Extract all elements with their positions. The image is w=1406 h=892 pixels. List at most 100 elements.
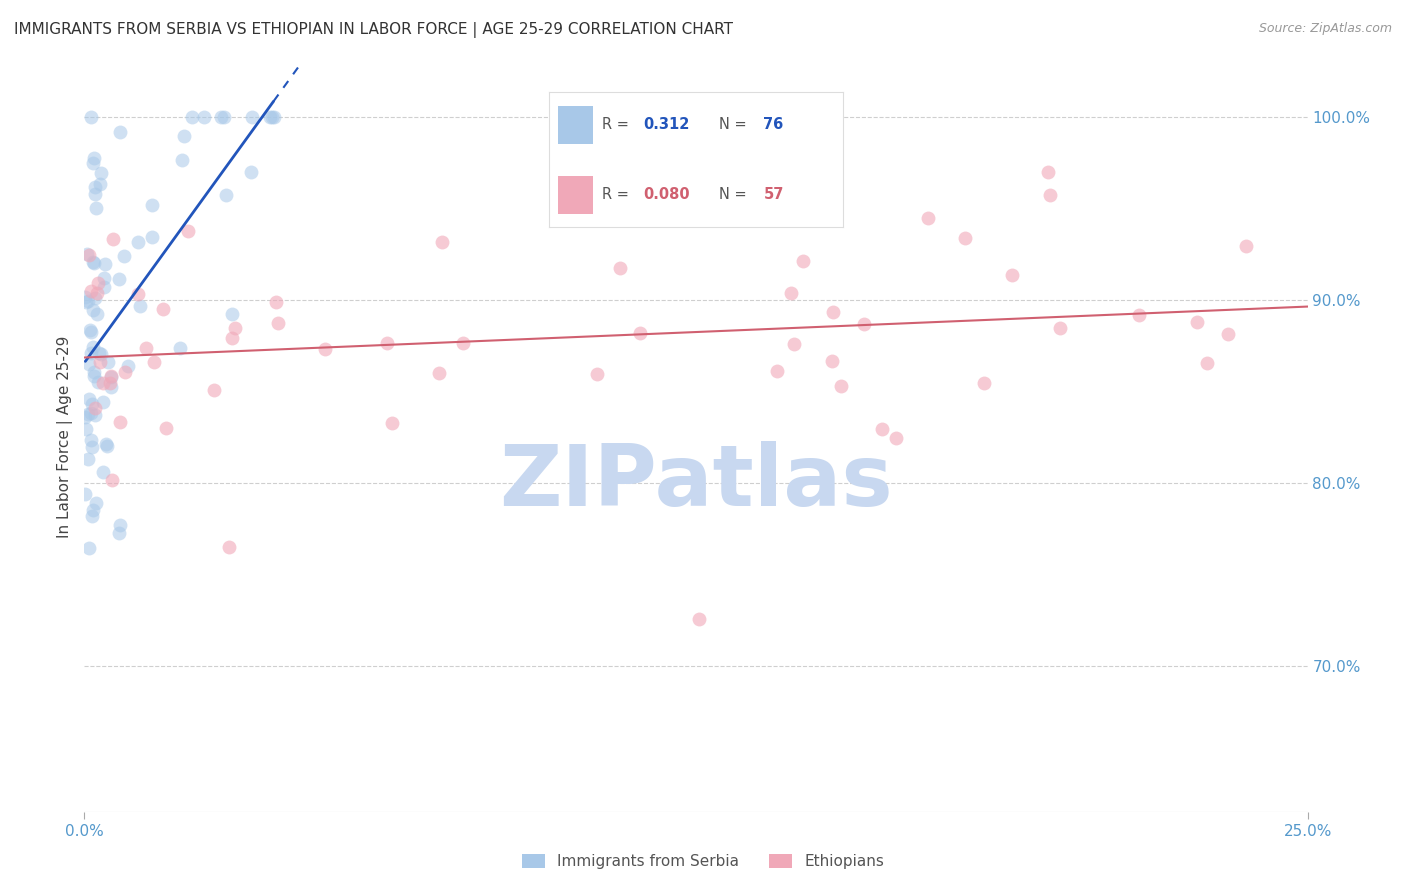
Point	[89, 177, 111, 191]
Point	[381, 416, 404, 430]
Point	[451, 335, 474, 350]
Point	[1001, 268, 1024, 283]
Point	[783, 336, 806, 351]
Point	[83, 151, 105, 165]
Point	[83, 180, 105, 194]
Point	[218, 540, 240, 554]
Point	[84, 201, 107, 215]
Point	[77, 541, 100, 555]
Point	[155, 421, 177, 435]
Point	[76, 247, 98, 261]
Point	[127, 286, 149, 301]
Point	[169, 341, 191, 355]
Point	[89, 346, 111, 360]
Point	[87, 375, 110, 389]
Point	[75, 410, 97, 425]
Point	[83, 365, 105, 379]
Point	[830, 379, 852, 393]
Point	[141, 230, 163, 244]
Point	[108, 517, 131, 532]
Text: IMMIGRANTS FROM SERBIA VS ETHIOPIAN IN LABOR FORCE | AGE 25-29 CORRELATION CHART: IMMIGRANTS FROM SERBIA VS ETHIOPIAN IN L…	[14, 22, 733, 38]
Point	[83, 368, 105, 383]
Point	[955, 231, 977, 245]
Point	[152, 302, 174, 317]
Point	[96, 439, 118, 453]
Text: Source: ZipAtlas.com: Source: ZipAtlas.com	[1258, 22, 1392, 36]
Point	[821, 305, 844, 319]
Point	[94, 437, 117, 451]
Point	[77, 293, 100, 308]
Point	[852, 318, 875, 332]
Point	[1185, 315, 1208, 329]
Point	[267, 316, 290, 330]
Point	[141, 198, 163, 212]
Point	[886, 431, 908, 445]
Point	[314, 343, 336, 357]
Point	[263, 110, 285, 124]
Point	[129, 300, 152, 314]
Point	[1197, 356, 1219, 370]
Point	[821, 354, 844, 368]
Point	[170, 153, 193, 168]
Point	[77, 248, 100, 262]
Point	[91, 395, 114, 409]
Point	[108, 272, 131, 286]
Point	[609, 260, 631, 275]
Point	[97, 355, 120, 369]
Point	[89, 354, 111, 368]
Point	[107, 526, 129, 541]
Point	[80, 284, 103, 298]
Point	[688, 611, 710, 625]
Point	[240, 110, 263, 124]
Point	[87, 276, 110, 290]
Point	[82, 254, 104, 268]
Point	[79, 392, 101, 406]
Point	[135, 341, 157, 355]
Point	[117, 359, 139, 373]
Point	[260, 110, 283, 124]
Point	[79, 323, 101, 337]
Point	[127, 235, 149, 250]
Point	[1039, 188, 1062, 202]
Point	[84, 292, 107, 306]
Point	[259, 110, 281, 124]
Point	[212, 110, 235, 124]
Point	[870, 422, 893, 436]
Point	[628, 326, 651, 341]
Point	[80, 110, 103, 124]
Point	[83, 187, 105, 202]
Point	[209, 110, 232, 124]
Point	[82, 508, 104, 523]
Point	[780, 286, 803, 301]
Point	[75, 486, 97, 500]
Point	[91, 465, 114, 479]
Point	[224, 321, 246, 335]
Point	[84, 408, 107, 422]
Point	[93, 376, 115, 390]
Point	[75, 422, 97, 436]
Point	[204, 383, 226, 397]
Point	[82, 440, 104, 454]
Point	[93, 280, 115, 294]
Point	[101, 232, 124, 246]
Point	[90, 166, 112, 180]
Point	[221, 331, 243, 345]
Point	[430, 235, 453, 249]
Y-axis label: In Labor Force | Age 25-29: In Labor Force | Age 25-29	[58, 336, 73, 538]
Point	[108, 416, 131, 430]
Point	[75, 289, 97, 303]
Point	[917, 211, 939, 225]
Point	[239, 165, 262, 179]
Point	[90, 347, 112, 361]
Point	[82, 503, 104, 517]
Point	[375, 335, 398, 350]
Point	[98, 376, 121, 391]
Point	[77, 407, 100, 421]
Point	[1128, 308, 1150, 322]
Point	[112, 249, 135, 263]
Point	[973, 376, 995, 391]
Point	[221, 307, 243, 321]
Point	[108, 125, 131, 139]
Point	[1234, 239, 1257, 253]
Point	[1218, 326, 1240, 341]
